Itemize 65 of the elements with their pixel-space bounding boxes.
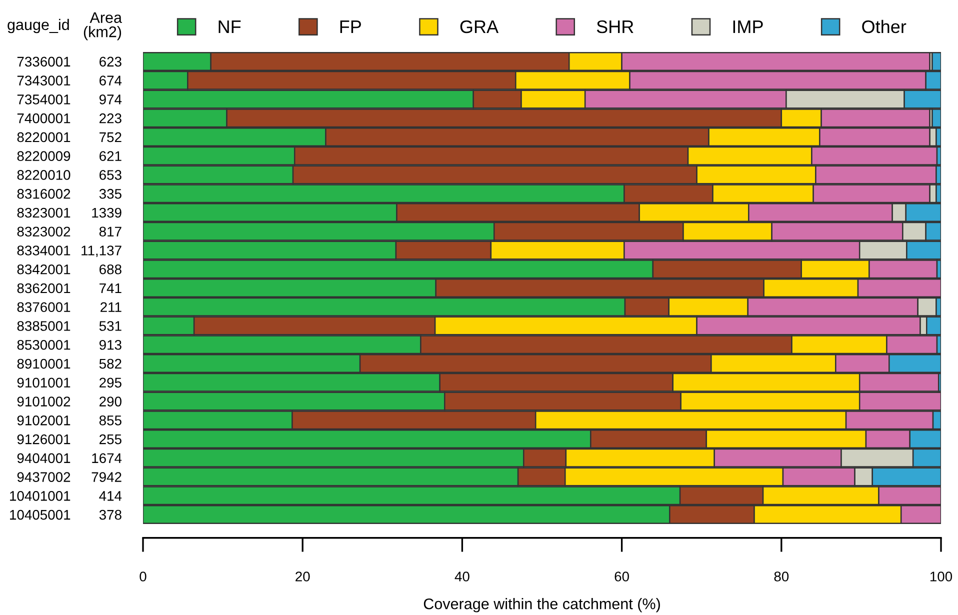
- x-tick-label: 60: [614, 572, 629, 582]
- x-tick-label: 100: [930, 572, 952, 582]
- y2-tick-label: 255: [100, 434, 122, 444]
- y-tick-label: 8316002: [17, 188, 70, 199]
- y2-tick-label: 295: [100, 378, 122, 388]
- x-axis-title: Coverage within the catchment (%): [424, 598, 660, 612]
- y2-tick-label: 855: [99, 415, 122, 426]
- y2-tick-label: 688: [100, 264, 122, 274]
- y-tick-label: 7336001: [17, 56, 70, 67]
- y-tick-label: 9101001: [17, 378, 70, 388]
- y-tick-label: 8376001: [17, 302, 70, 312]
- y-tick-label: 8220009: [17, 151, 70, 162]
- y2-tick-label: 1339: [92, 208, 122, 218]
- y2-tick-label: 11,137: [82, 246, 122, 258]
- y2-tick-label: 674: [100, 76, 122, 86]
- y2-tick-label: 378: [99, 510, 122, 520]
- x-tick-label: 40: [454, 572, 470, 582]
- y2-tick-label: 1674: [92, 453, 122, 464]
- y2-tick-label: 335: [99, 188, 122, 199]
- y-tick-label: 8220001: [17, 132, 70, 142]
- y-tick-label: 8342001: [17, 264, 70, 274]
- y2-tick-label: 582: [99, 358, 122, 369]
- x-tick-label: 0: [140, 572, 146, 582]
- y2-tick-label: 531: [99, 321, 122, 331]
- x-tick-label: 80: [774, 572, 789, 582]
- y-tick-label: 8334001: [17, 246, 70, 256]
- y-tick-label: 8910001: [17, 358, 70, 369]
- y2-tick-label: 752: [100, 132, 122, 142]
- legend-label: IMP: [733, 20, 763, 33]
- y2-tick-label: 913: [99, 340, 122, 350]
- legend-label: Other: [862, 20, 906, 34]
- y2-tick-label: 817: [99, 226, 122, 237]
- y2-tick-label: 211: [100, 302, 122, 312]
- y-tick-label: 10401001: [10, 491, 70, 501]
- y-tick-label: 7354001: [17, 94, 70, 104]
- y-tick-label: 9126001: [17, 434, 70, 444]
- y2-tick-label: 974: [99, 94, 122, 104]
- y2-tick-label: 653: [100, 170, 122, 180]
- y-tick-label: 10405001: [10, 510, 70, 520]
- y-tick-label: 8323002: [17, 226, 70, 237]
- y-tick-label: 9102001: [17, 415, 70, 426]
- legend-label: GRA: [460, 20, 499, 34]
- y2-tick-label: 414: [99, 491, 122, 501]
- y2-tick-label: 621: [100, 151, 122, 162]
- legend-label: FP: [340, 20, 361, 33]
- y-tick-label: 8530001: [17, 340, 70, 350]
- y-tick-label: 8385001: [17, 321, 70, 331]
- y-tick-label: 7343001: [17, 76, 70, 86]
- x-tick-label: 20: [296, 572, 310, 582]
- y-axis-title: gauge_id: [8, 18, 69, 34]
- y2-axis-title: Area (km2): [84, 12, 122, 40]
- y-tick-label: 7400001: [17, 113, 70, 124]
- legend-label: NF: [218, 20, 241, 33]
- y2-tick-label: 623: [100, 56, 122, 67]
- y2-tick-label: 223: [100, 113, 122, 124]
- y-tick-label: 9404001: [17, 453, 70, 464]
- y-tick-label: 8362001: [17, 283, 70, 294]
- y2-tick-label: 7942: [92, 472, 122, 482]
- y2-tick-label: 290: [100, 396, 122, 406]
- y-tick-label: 8220010: [17, 170, 70, 180]
- y-tick-label: 8323001: [17, 208, 70, 218]
- y-tick-label: 9437002: [17, 472, 70, 482]
- legend-label: SHR: [596, 20, 634, 34]
- y-tick-label: 9101002: [17, 396, 70, 406]
- y2-tick-label: 741: [100, 283, 122, 294]
